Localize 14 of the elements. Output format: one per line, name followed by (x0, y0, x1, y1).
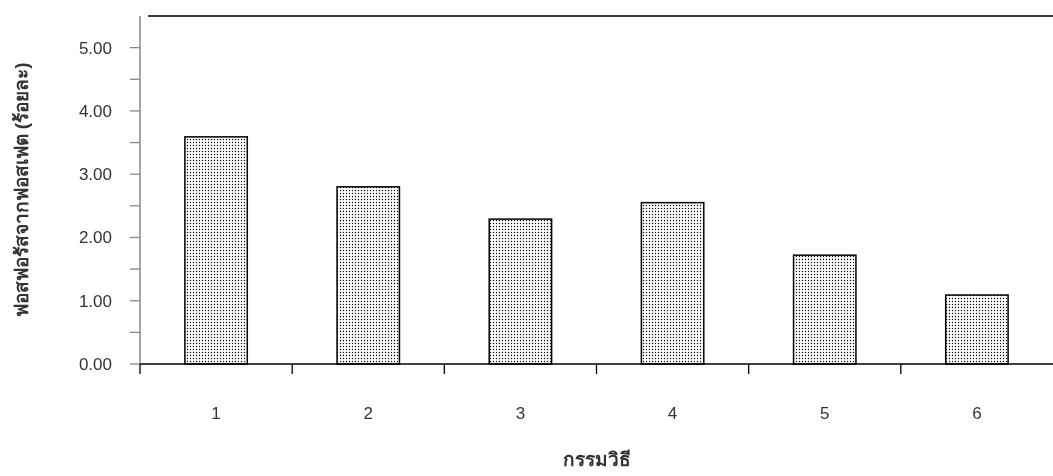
y-tick-label: 5.00 (78, 38, 112, 58)
x-tick-label: 1 (211, 404, 221, 423)
x-tick-label: 3 (515, 404, 526, 423)
x-tick-label: 4 (667, 404, 678, 423)
y-tick-label: 3.00 (78, 165, 112, 185)
x-tick-label: 5 (820, 404, 830, 423)
y-axis-title: ฟอสฟอรัสจากฟอสเฟต (ร้อยละ) (11, 62, 32, 318)
y-tick-label: 2.00 (78, 228, 112, 248)
y-tick-label: 0.00 (78, 355, 112, 374)
x-tick-label: 2 (363, 404, 373, 423)
x-tick-label: 6 (972, 404, 982, 423)
y-tick-label: 4.00 (78, 101, 112, 121)
y-tick-label: 1.00 (78, 291, 112, 311)
x-axis-title: กรรมวิธี (562, 449, 631, 470)
